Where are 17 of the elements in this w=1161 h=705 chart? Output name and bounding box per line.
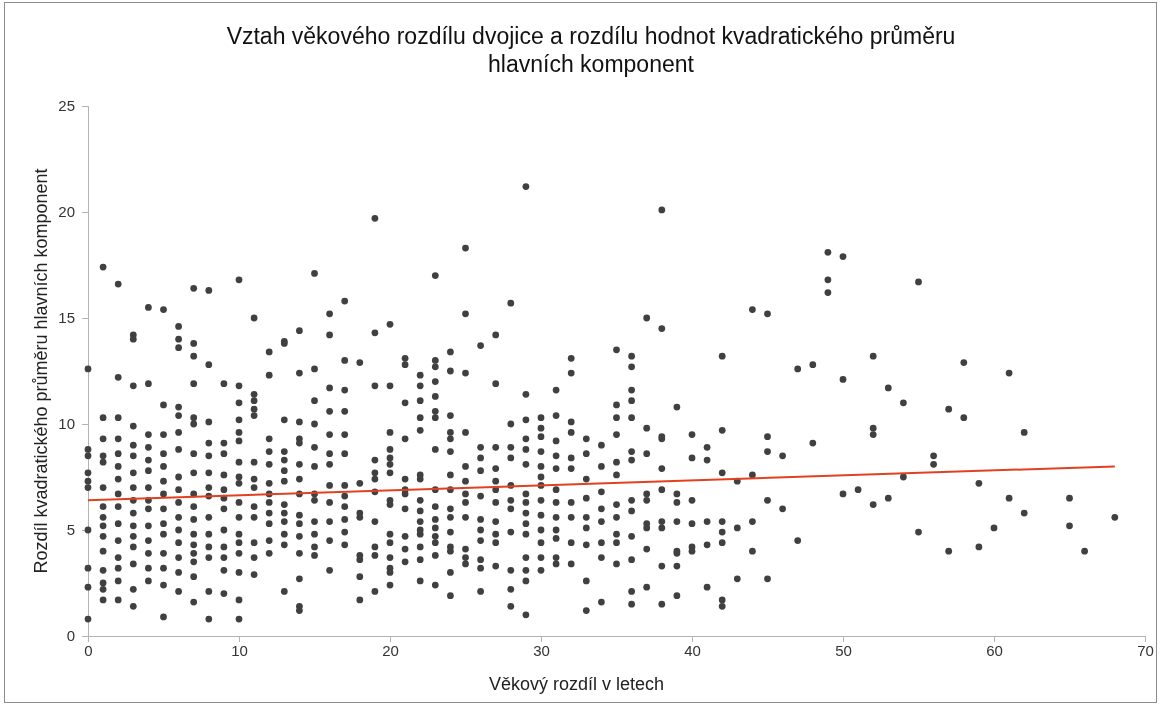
y-tick-label: 15 bbox=[58, 309, 75, 327]
x-tick-label: 40 bbox=[684, 641, 701, 659]
y-tick-label: 20 bbox=[58, 203, 75, 221]
y-tick-label: 10 bbox=[58, 415, 75, 433]
y-axis-title: Rozdíl kvadratického průměru hlavních komponent bbox=[31, 168, 51, 574]
x-tick-label: 70 bbox=[1137, 641, 1154, 659]
x-tick-label: 30 bbox=[533, 641, 550, 659]
x-tick-label: 10 bbox=[231, 641, 248, 659]
x-tick-label: 60 bbox=[986, 641, 1003, 659]
y-tick-label: 25 bbox=[58, 97, 75, 115]
y-tick-label: 0 bbox=[66, 627, 75, 645]
chart-title: Vztah věkového rozdílu dvojice a rozdílu hodnot kvadratického průměru hlavních komponent bbox=[226, 23, 956, 77]
x-axis-title: Věkový rozdíl v letech bbox=[488, 674, 665, 694]
x-tick-label: 50 bbox=[835, 641, 852, 659]
x-tick-label: 0 bbox=[84, 641, 93, 659]
x-tick-label: 20 bbox=[382, 641, 399, 659]
y-tick-label: 5 bbox=[66, 521, 75, 539]
